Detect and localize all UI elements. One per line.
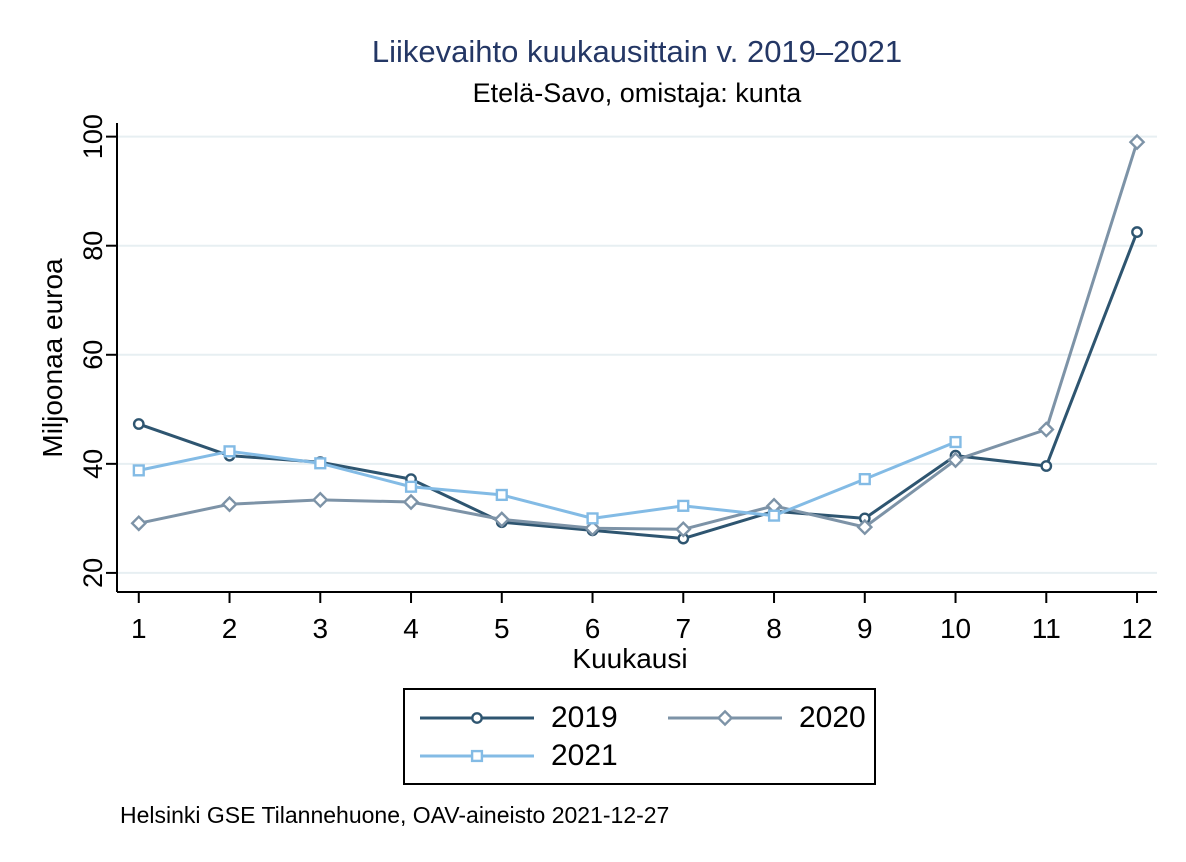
square-marker-2021 <box>223 445 236 458</box>
diamond-marker-2020 <box>1128 133 1146 151</box>
chart-subtitle: Etelä-Savo, omistaja: kunta <box>472 78 802 108</box>
x-tick-label: 11 <box>1032 613 1061 644</box>
y-tick-label: 40 <box>78 449 108 479</box>
square-marker-2021 <box>858 473 871 486</box>
square-marker-2021 <box>949 435 962 449</box>
circle-marker-2019 <box>132 418 145 430</box>
y-tick-label: 20 <box>78 558 108 588</box>
legend: 2019 2020 2021 <box>403 688 876 785</box>
square-marker-2021 <box>586 512 599 525</box>
series-2020 <box>130 133 1146 538</box>
series-2019 <box>132 226 1143 545</box>
source-note: Helsinki GSE Tilannehuone, OAV-aineisto … <box>120 802 670 828</box>
x-tick-label: 9 <box>857 613 873 644</box>
x-tick-label: 5 <box>494 613 510 644</box>
diamond-icon <box>716 709 734 726</box>
series-line-2019 <box>138 231 1139 541</box>
square-marker-2021 <box>314 457 327 470</box>
square-marker-2021 <box>495 488 508 502</box>
diamond-marker-2020 <box>674 520 692 538</box>
circle-marker-2019 <box>1131 226 1143 238</box>
diamond-marker-2020 <box>402 493 420 511</box>
legend-item-2020: 2020 <box>666 700 874 734</box>
y-tick-label: 80 <box>78 231 108 261</box>
x-axis-title: Kuukausi <box>572 643 688 674</box>
legend-item-2021: 2021 <box>418 738 666 772</box>
series-line-2021 <box>138 440 957 520</box>
x-tick-label: 8 <box>766 613 782 644</box>
legend-label-2021: 2021 <box>551 738 618 772</box>
circle-marker-2019 <box>1040 460 1053 472</box>
x-tick-label: 4 <box>403 613 419 644</box>
legend-label-2020: 2020 <box>799 700 866 734</box>
x-tick-label: 10 <box>940 613 971 644</box>
diamond-marker-2020 <box>311 491 329 509</box>
chart-title: Liikevaihto kuukausittain v. 2019–2021 <box>371 34 903 69</box>
diamond-marker-2020 <box>856 518 874 536</box>
x-tick-label: 6 <box>585 613 601 644</box>
series-line-2020 <box>138 141 1139 531</box>
square-marker-2021 <box>404 480 418 493</box>
square-marker-2021 <box>132 464 145 477</box>
diamond-marker-2020 <box>130 514 148 532</box>
x-tick-label: 12 <box>1121 613 1152 644</box>
y-axis-title: Miljoonaa euroa <box>37 258 68 458</box>
circle-icon <box>471 711 483 724</box>
x-tick-label: 1 <box>131 613 147 644</box>
legend-item-2019: 2019 <box>418 700 666 734</box>
diamond-marker-2020 <box>584 519 601 537</box>
x-tick-label: 2 <box>222 613 238 644</box>
diamond-marker-2020 <box>493 511 511 528</box>
y-tick-label: 60 <box>78 340 108 370</box>
legend-sample-2021 <box>420 749 534 762</box>
legend-sample-2020 <box>668 709 782 726</box>
legend-label-2019: 2019 <box>551 700 618 734</box>
diamond-marker-2020 <box>1037 421 1055 438</box>
square-marker-2021 <box>677 499 690 512</box>
diamond-marker-2020 <box>947 451 964 469</box>
square-marker-2021 <box>767 509 781 522</box>
x-tick-label: 7 <box>675 613 691 644</box>
x-tick-label: 3 <box>312 613 328 644</box>
y-tick-label: 100 <box>78 114 108 159</box>
square-icon <box>470 749 484 762</box>
diamond-marker-2020 <box>221 495 238 513</box>
legend-sample-2019 <box>420 711 534 724</box>
series-2021 <box>132 435 962 525</box>
